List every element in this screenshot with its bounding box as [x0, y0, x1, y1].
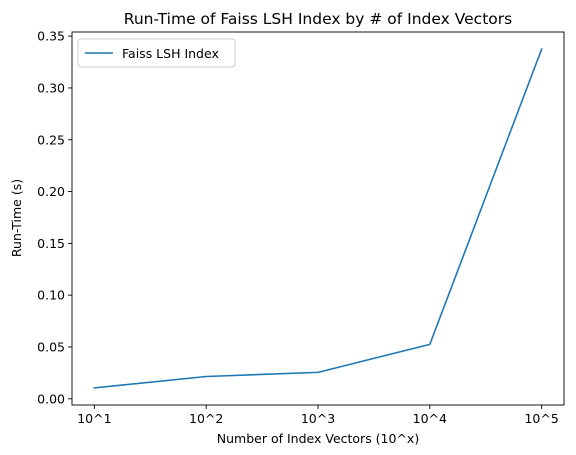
- y-tick-label: 0.00: [37, 391, 65, 406]
- y-axis-label: Run-Time (s): [9, 179, 24, 257]
- chart-title: Run-Time of Faiss LSH Index by # of Inde…: [124, 10, 512, 28]
- legend-box: [77, 38, 236, 68]
- y-tick-label: 0.25: [37, 132, 65, 147]
- y-tick-label: 0.05: [37, 339, 65, 354]
- x-tick-label: 10^5: [524, 411, 558, 426]
- x-tick-label: 10^3: [301, 411, 335, 426]
- x-axis-label: Number of Index Vectors (10^x): [217, 431, 419, 446]
- y-tick-label: 0.30: [37, 80, 65, 95]
- y-tick-label: 0.15: [37, 236, 65, 251]
- y-tick-label: 0.10: [37, 288, 65, 303]
- x-tick-label: 10^1: [77, 411, 111, 426]
- y-axis-ticks: 0.00 0.05 0.10 0.15 0.20 0.25 0.30 0.35: [37, 29, 72, 406]
- y-tick-label: 0.20: [37, 184, 65, 199]
- x-axis-ticks: 10^1 10^2 10^3 10^4 10^5: [77, 405, 559, 426]
- legend: Faiss LSH Index: [77, 38, 236, 68]
- x-tick-label: 10^2: [189, 411, 223, 426]
- series-line-faiss-lsh-index: [93, 48, 543, 389]
- x-tick-label: 10^4: [413, 411, 447, 426]
- series-layer: [93, 48, 543, 389]
- y-tick-label: 0.35: [37, 29, 65, 44]
- legend-label: Faiss LSH Index: [122, 46, 219, 61]
- plot-frame: [71, 31, 565, 406]
